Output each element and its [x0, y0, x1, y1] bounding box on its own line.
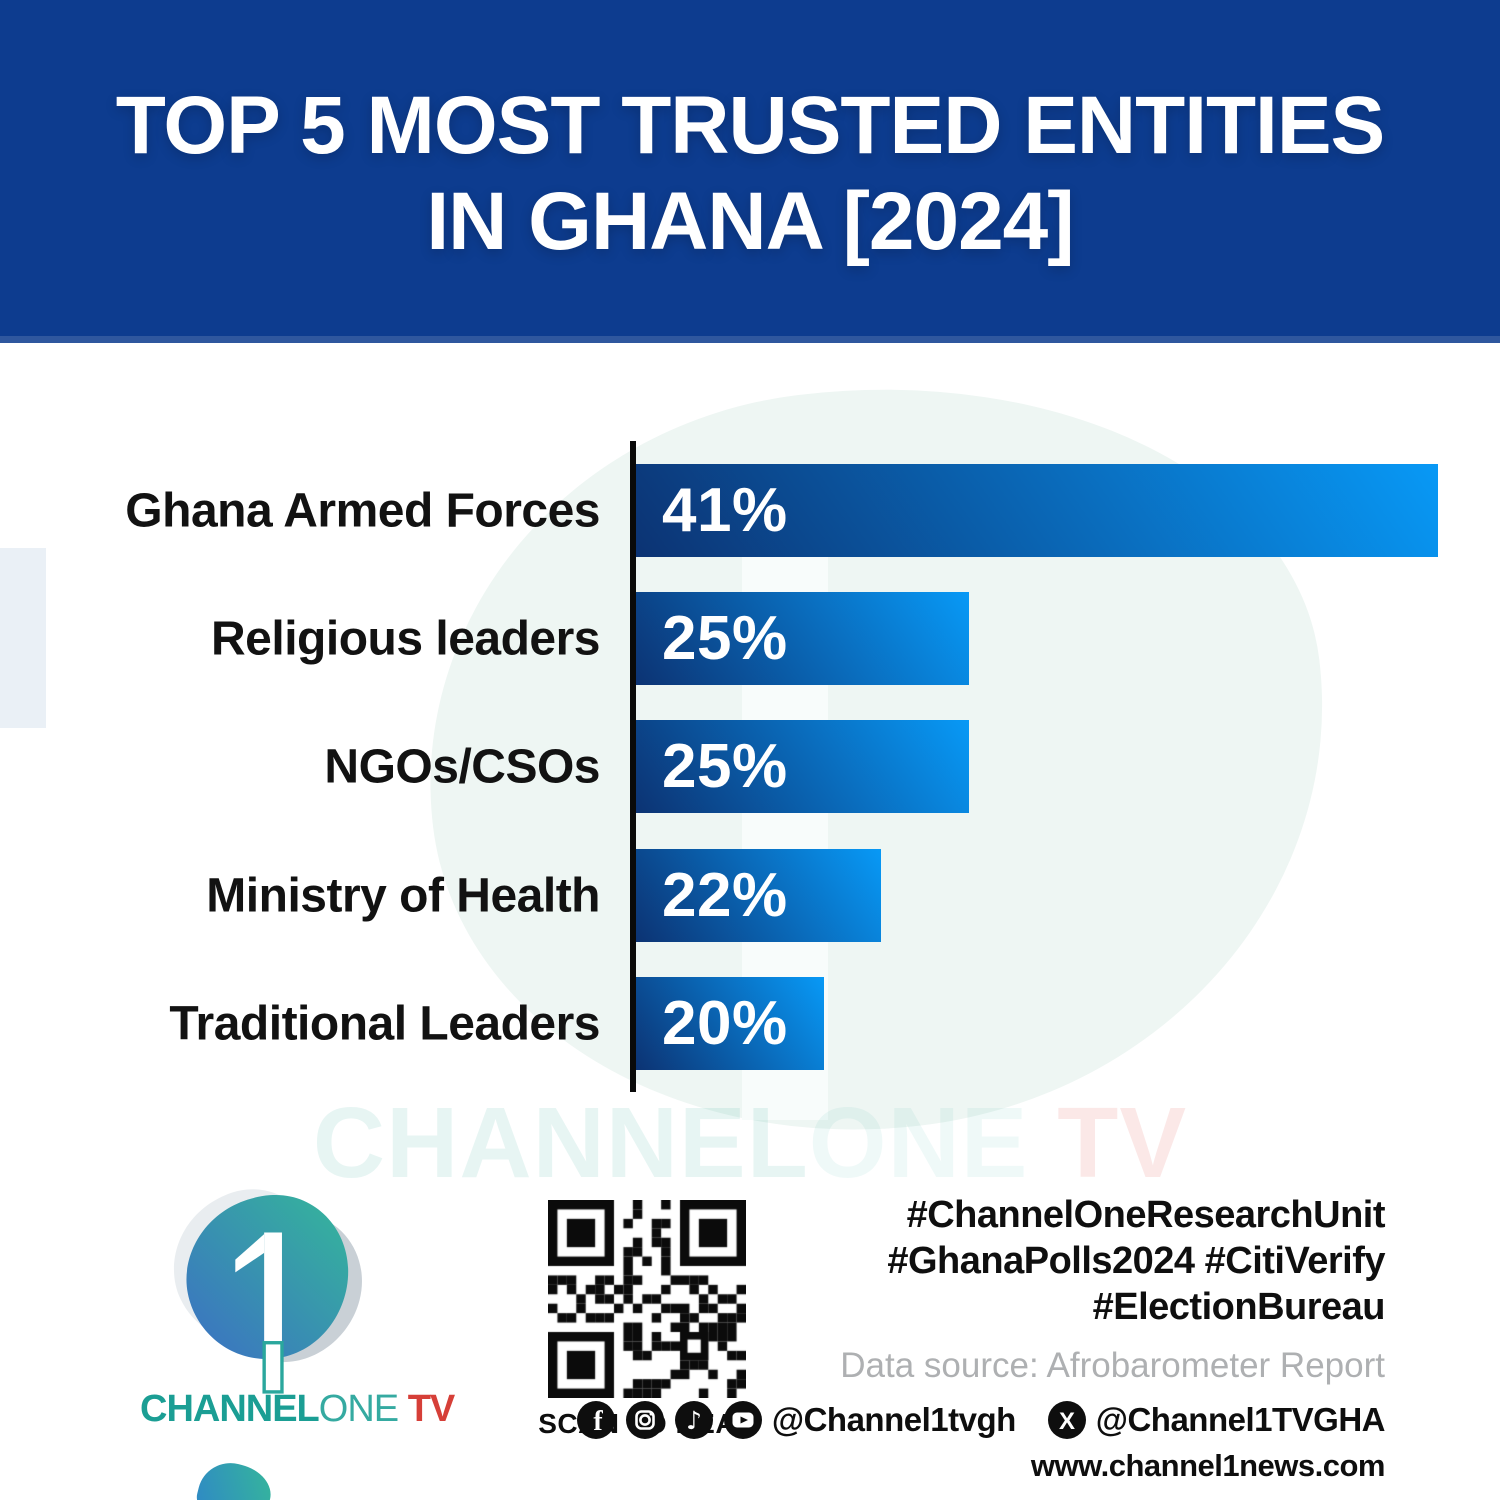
- brand-channel: CHANNEL: [140, 1388, 320, 1430]
- hashtag-line-2: #GhanaPolls2024 #CitiVerify: [887, 1240, 1385, 1282]
- bar: 22%: [636, 849, 881, 942]
- bar-value-label: 20%: [662, 989, 788, 1058]
- category-label: Religious leaders: [211, 612, 600, 665]
- bar-row: Traditional Leaders 20%: [0, 977, 1500, 1070]
- social-row: f ♪ @Channel1tvgh X @Channel: [576, 1400, 1386, 1440]
- tiktok-icon: ♪: [674, 1401, 713, 1439]
- brand-tv: TV: [398, 1388, 456, 1430]
- mini-pick-decoration: [191, 1456, 277, 1500]
- website-url: www.channel1news.com: [1030, 1448, 1386, 1483]
- bar-value-label: 41%: [662, 476, 788, 545]
- svg-text:f: f: [593, 1406, 603, 1437]
- category-label: NGOs/CSOs: [324, 740, 600, 793]
- page-title-line1: TOP 5 MOST TRUSTED ENTITIES: [115, 80, 1385, 171]
- category-label: Ghana Armed Forces: [125, 484, 600, 537]
- instagram-icon: [625, 1401, 664, 1439]
- bar-value-label: 25%: [662, 604, 788, 673]
- bar-row: NGOs/CSOs 25%: [0, 720, 1500, 813]
- header-band: TOP 5 MOST TRUSTED ENTITIES IN GHANA [20…: [0, 0, 1500, 343]
- hashtag-line-3: #ElectionBureau: [1092, 1286, 1386, 1328]
- x-twitter-icon: X: [1047, 1401, 1086, 1439]
- facebook-icon: f: [576, 1401, 615, 1439]
- watermark-tv: TV: [1028, 1087, 1188, 1199]
- chart-axis-line: [630, 441, 636, 1092]
- watermark-channel: CHANNEL: [312, 1087, 809, 1199]
- watermark-one: ONE: [808, 1087, 1029, 1199]
- page-title: TOP 5 MOST TRUSTED ENTITIES IN GHANA [20…: [0, 78, 1500, 270]
- bar-value-label: 22%: [662, 861, 788, 930]
- brand-wordmark: CHANNELONE TV: [140, 1388, 455, 1431]
- hashtag-line-1: #ChannelOneResearchUnit: [906, 1194, 1386, 1236]
- watermark-text: CHANNELONE TV: [0, 1086, 1500, 1201]
- handle-x: @Channel1TVGHA: [1095, 1401, 1386, 1438]
- brand-one: ONE: [318, 1388, 399, 1430]
- data-source-text: Data source: Afrobarometer Report: [840, 1346, 1385, 1385]
- bar: 20%: [636, 977, 824, 1070]
- youtube-icon: [723, 1401, 762, 1439]
- bar-row: Religious leaders 25%: [0, 592, 1500, 685]
- bar: 25%: [636, 720, 969, 813]
- qr-code: [548, 1200, 746, 1398]
- svg-text:X: X: [1059, 1408, 1075, 1435]
- page-title-line2: IN GHANA [2024]: [426, 176, 1074, 267]
- bar-row: Ghana Armed Forces 41%: [0, 464, 1500, 557]
- handle-main: @Channel1tvgh: [771, 1401, 1016, 1438]
- channel-one-logo: [174, 1189, 362, 1394]
- bar-value-label: 25%: [662, 732, 788, 801]
- watermark-left-strip: [0, 548, 46, 728]
- footer-right-block: #ChannelOneResearchUnit #GhanaPolls2024 …: [576, 1192, 1386, 1484]
- logo-numeral-1: [235, 1232, 284, 1394]
- bar-row: Ministry of Health 22%: [0, 849, 1500, 942]
- bar: 41%: [636, 464, 1438, 557]
- svg-text:♪: ♪: [686, 1406, 702, 1435]
- category-label: Ministry of Health: [206, 869, 600, 922]
- bar: 25%: [636, 592, 969, 685]
- category-label: Traditional Leaders: [169, 997, 600, 1050]
